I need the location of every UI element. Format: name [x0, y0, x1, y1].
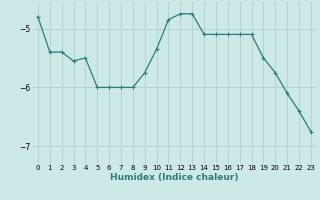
X-axis label: Humidex (Indice chaleur): Humidex (Indice chaleur): [110, 173, 239, 182]
